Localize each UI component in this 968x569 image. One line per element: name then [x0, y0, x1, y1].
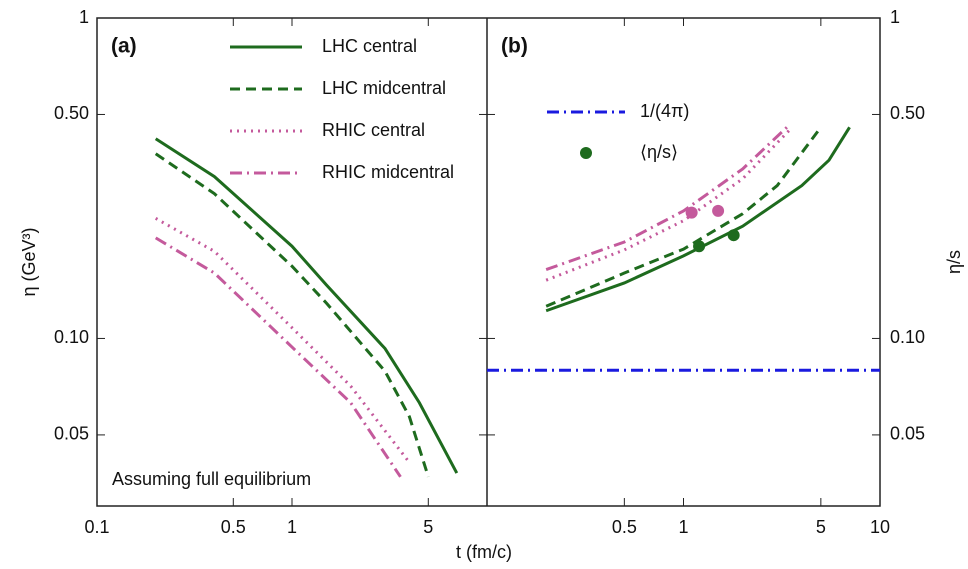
x-tick-label: 0.5: [612, 517, 637, 537]
x-tick-label: 1: [678, 517, 688, 537]
series-line: [545, 126, 823, 308]
y-tick-label: 0.05: [54, 424, 89, 444]
legend-marker: [580, 147, 592, 159]
legend-label: LHC midcentral: [322, 78, 446, 98]
y-tick-label: 0.10: [890, 327, 925, 347]
panel-label: (b): [501, 35, 528, 58]
legend-label: RHIC midcentral: [322, 162, 454, 182]
series-line: [545, 128, 792, 282]
annotation: Assuming full equilibrium: [112, 469, 311, 489]
y-axis-label: η (GeV³): [19, 227, 39, 296]
series-line: [154, 137, 459, 474]
data-point: [712, 204, 725, 217]
y-tick-label: 0.50: [54, 103, 89, 123]
data-point: [685, 206, 698, 219]
x-axis-label: t (fm/c): [456, 542, 512, 562]
x-tick-label: 10: [870, 517, 890, 537]
x-tick-label: 5: [816, 517, 826, 537]
legend-label: LHC central: [322, 36, 417, 56]
x-tick-label: 5: [423, 517, 433, 537]
legend-label: 1/(4π): [640, 101, 689, 121]
series-line: [154, 217, 411, 464]
x-tick-label: 0.1: [84, 517, 109, 537]
panel-label: (a): [111, 35, 137, 58]
y-tick-label: 1: [890, 7, 900, 27]
legend-label: RHIC central: [322, 120, 425, 140]
series-line: [545, 126, 851, 313]
y-tick-label: 0.10: [54, 327, 89, 347]
x-tick-label: 0.5: [221, 517, 246, 537]
y-tick-label: 0.05: [890, 424, 925, 444]
x-tick-label: 1: [287, 517, 297, 537]
y-axis-label: η/s: [944, 250, 964, 274]
series-line: [545, 122, 792, 272]
y-tick-label: 0.50: [890, 103, 925, 123]
legend-label: ⟨η/s⟩: [640, 142, 678, 162]
y-tick-label: 1: [79, 7, 89, 27]
series-line: [154, 236, 402, 478]
frame: [96, 17, 881, 507]
series-line: [154, 152, 430, 478]
